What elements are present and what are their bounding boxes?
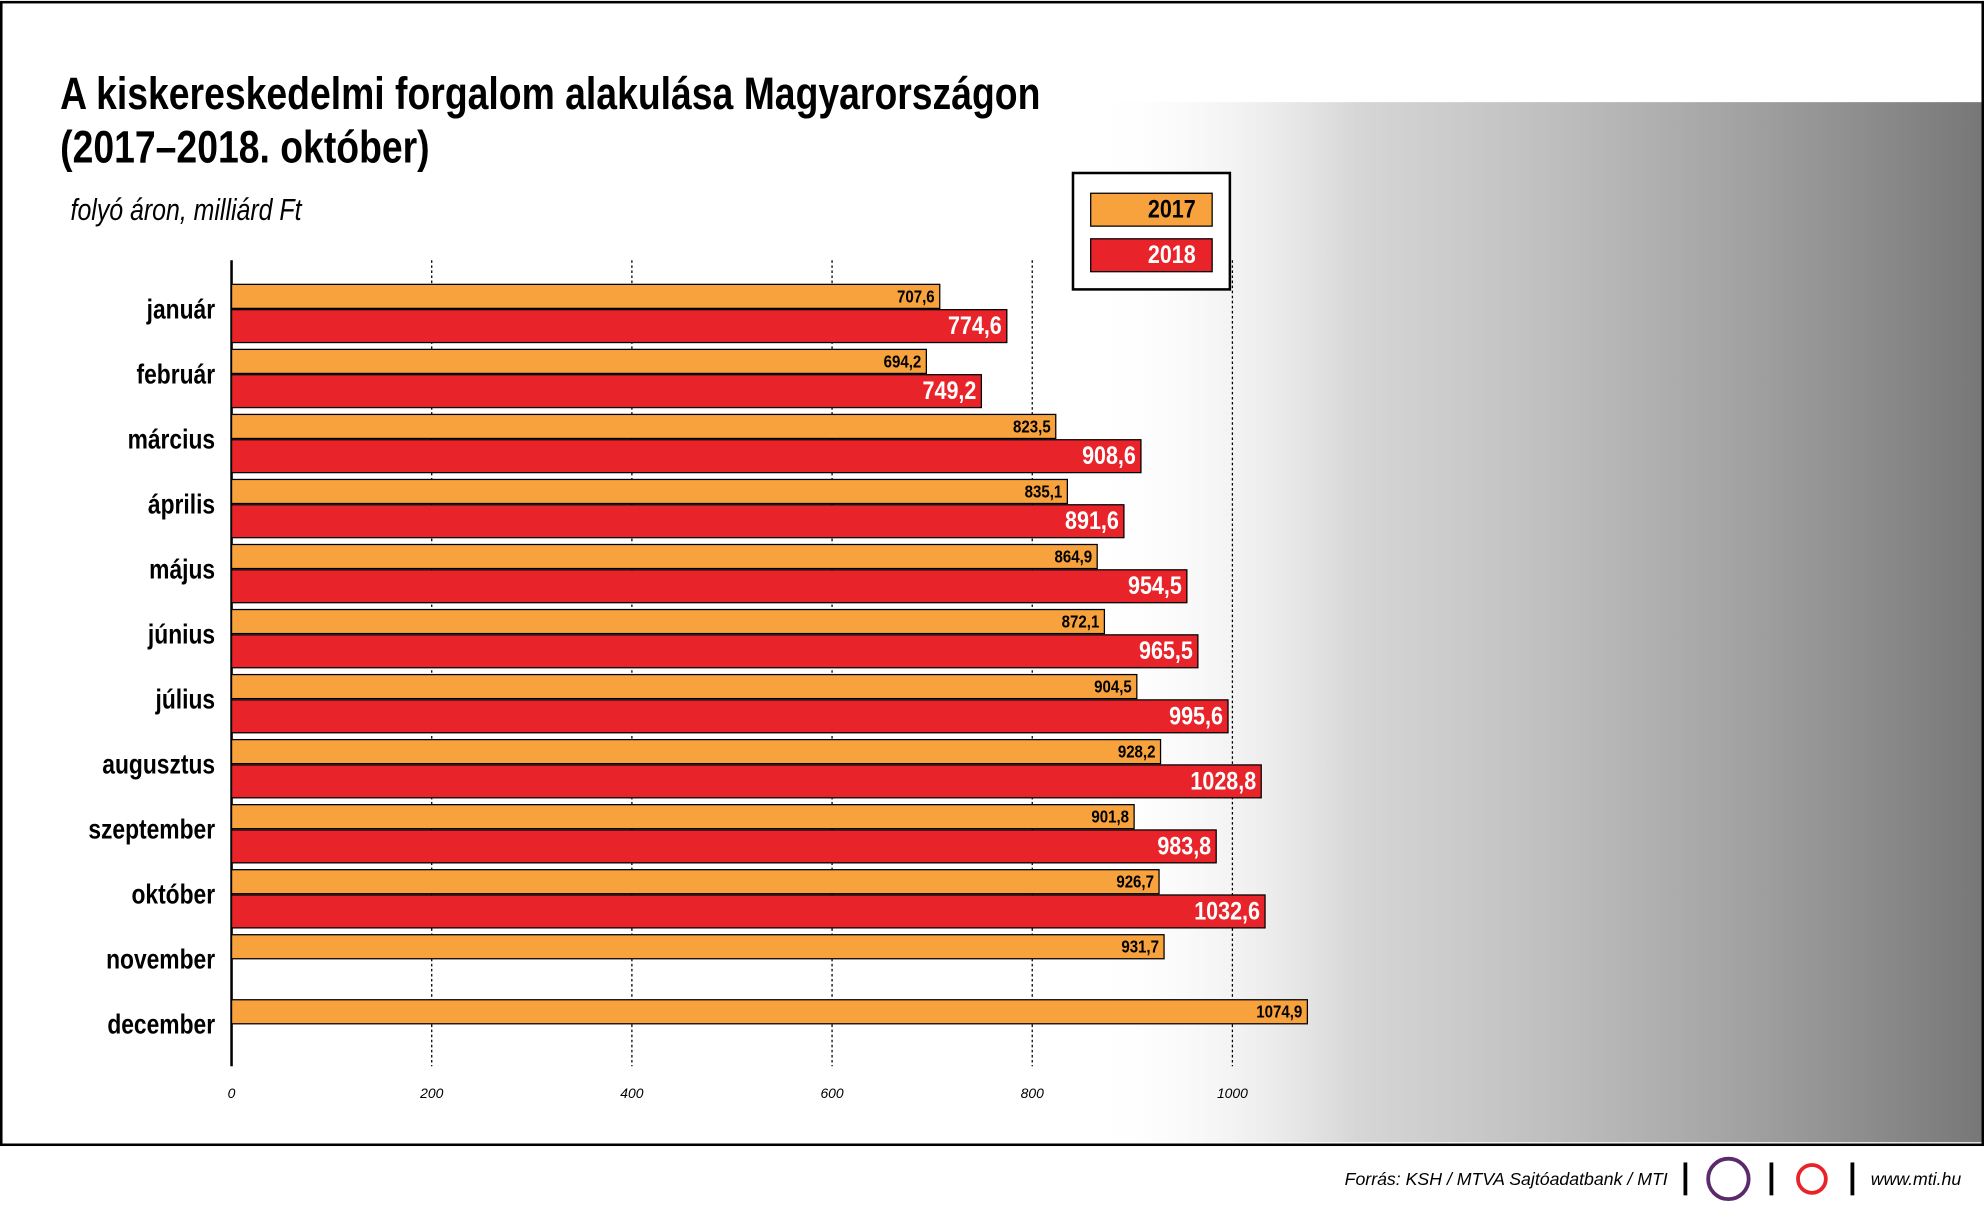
value-label: 928,2: [1118, 742, 1156, 761]
bar: [230, 634, 1199, 669]
bar: [230, 543, 1098, 570]
bar: [230, 738, 1162, 765]
x-tick-label: 400: [620, 1085, 643, 1101]
category-label: március: [128, 424, 216, 455]
category-label: szeptember: [88, 815, 215, 846]
value-label: 901,8: [1091, 808, 1129, 827]
value-label: 864,9: [1054, 547, 1092, 566]
value-label: 965,5: [1139, 637, 1193, 665]
value-label: 926,7: [1116, 873, 1154, 892]
bar: [230, 894, 1266, 929]
bar: [230, 348, 927, 375]
value-label: 891,6: [1065, 507, 1119, 535]
bar: [230, 869, 1160, 895]
value-label: 749,2: [923, 376, 977, 404]
legend-label: 2018: [1148, 241, 1196, 269]
mtva-logo: [1706, 1156, 1751, 1202]
bar: [230, 804, 1135, 830]
mti-logo: [1796, 1163, 1828, 1195]
value-label: 774,6: [948, 311, 1002, 339]
category-label: június: [147, 619, 215, 650]
value-label: 1032,6: [1194, 897, 1260, 925]
category-label: február: [137, 359, 216, 390]
bar: [230, 569, 1188, 604]
value-label: 823,5: [1013, 417, 1051, 436]
x-tick-label: 200: [419, 1085, 443, 1101]
value-label: 835,1: [1025, 482, 1063, 501]
category-label: november: [106, 945, 215, 976]
category-label: augusztus: [102, 749, 215, 780]
category-label: május: [149, 554, 215, 585]
bar: [230, 764, 1262, 799]
bar: [230, 309, 1008, 344]
bar: [230, 699, 1229, 734]
value-label: 1028,8: [1190, 767, 1256, 795]
value-label: 904,5: [1094, 677, 1132, 696]
bar: [230, 374, 983, 409]
category-label: december: [107, 1010, 215, 1041]
bar: [230, 608, 1106, 635]
value-label: 1074,9: [1256, 1003, 1302, 1022]
bar: [230, 829, 1217, 864]
legend-swatch: [1090, 238, 1213, 273]
website: www.mti.hu: [1871, 1169, 1962, 1189]
x-tick-label: 600: [820, 1085, 843, 1101]
category-label: január: [146, 294, 215, 325]
bar: [230, 478, 1068, 505]
bar: [230, 999, 1309, 1025]
x-tick-label: 0: [228, 1085, 236, 1101]
value-label: 908,6: [1082, 441, 1136, 469]
bar: [230, 283, 941, 310]
value-label: 954,5: [1128, 572, 1182, 600]
bar: [230, 504, 1125, 539]
x-tick-label: 1000: [1217, 1085, 1248, 1101]
value-label: 983,8: [1157, 832, 1211, 860]
x-tick-label: 800: [1021, 1085, 1044, 1101]
bar: [230, 673, 1138, 700]
value-label: 694,2: [884, 352, 922, 371]
photo: [1088, 102, 1982, 1143]
bar: [230, 439, 1142, 474]
value-label: 995,6: [1169, 702, 1223, 730]
category-label: október: [131, 880, 215, 911]
legend-swatch: [1090, 192, 1213, 227]
chart-title: A kiskereskedelmi forgalom alakulása Mag…: [60, 68, 1040, 119]
legend-label: 2017: [1148, 195, 1196, 223]
bar: [230, 413, 1057, 440]
category-label: április: [148, 489, 215, 520]
value-label: 931,7: [1121, 938, 1159, 957]
category-label: július: [155, 684, 215, 715]
value-label: 707,6: [897, 287, 935, 306]
source: Forrás: KSH / MTVA Sajtóadatbank / MTI: [1345, 1169, 1668, 1189]
value-label: 872,1: [1062, 612, 1100, 631]
subtitle: folyó áron, milliárd Ft: [71, 193, 303, 227]
chart-title: (2017–2018. október): [60, 121, 429, 172]
bar: [230, 934, 1165, 960]
